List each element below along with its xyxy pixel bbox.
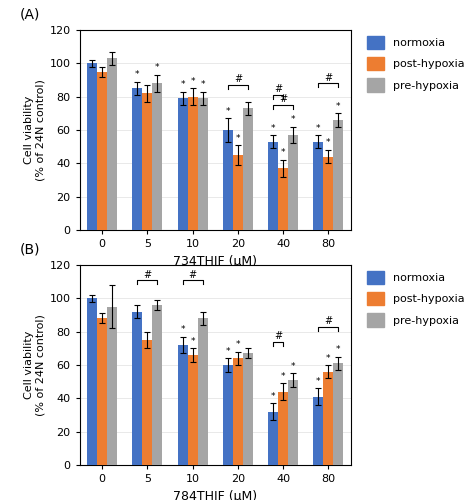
Bar bbox=[107, 306, 117, 465]
Text: #: # bbox=[274, 331, 282, 341]
Legend: normoxia, post-hypoxia, pre-hypoxia: normoxia, post-hypoxia, pre-hypoxia bbox=[367, 36, 465, 92]
Text: *: * bbox=[291, 362, 295, 371]
Text: *: * bbox=[190, 337, 195, 346]
Bar bbox=[268, 412, 278, 465]
Bar bbox=[278, 392, 288, 465]
Bar bbox=[153, 84, 162, 230]
Text: *: * bbox=[336, 345, 341, 354]
Text: #: # bbox=[234, 74, 242, 85]
Text: *: * bbox=[236, 134, 240, 142]
Bar bbox=[188, 355, 197, 465]
Bar bbox=[243, 354, 253, 465]
Bar bbox=[288, 380, 298, 465]
Bar bbox=[223, 365, 233, 465]
Bar bbox=[132, 312, 142, 465]
Text: *: * bbox=[155, 64, 160, 72]
Text: *: * bbox=[226, 347, 230, 356]
Y-axis label: Cell viability
(% of 24N control): Cell viability (% of 24N control) bbox=[24, 79, 45, 181]
Bar bbox=[233, 155, 243, 230]
Bar bbox=[197, 318, 208, 465]
Bar bbox=[132, 88, 142, 230]
Text: *: * bbox=[181, 325, 185, 334]
Bar bbox=[178, 345, 188, 465]
Bar bbox=[142, 94, 153, 230]
Bar bbox=[87, 298, 97, 465]
Bar bbox=[323, 372, 333, 465]
Bar bbox=[243, 108, 253, 230]
Text: *: * bbox=[226, 107, 230, 116]
Text: #: # bbox=[279, 94, 287, 104]
Text: #: # bbox=[143, 270, 152, 280]
Bar bbox=[142, 340, 153, 465]
Bar bbox=[197, 98, 208, 230]
Text: *: * bbox=[236, 340, 240, 349]
Text: #: # bbox=[189, 270, 197, 280]
Text: *: * bbox=[316, 377, 321, 386]
Bar bbox=[233, 358, 243, 465]
Text: *: * bbox=[281, 148, 285, 158]
Text: #: # bbox=[274, 84, 282, 94]
Bar bbox=[178, 98, 188, 230]
Text: (B): (B) bbox=[20, 243, 40, 257]
Bar bbox=[188, 96, 197, 230]
Text: *: * bbox=[281, 372, 285, 381]
Bar bbox=[223, 130, 233, 230]
Text: *: * bbox=[271, 124, 276, 132]
Text: #: # bbox=[324, 316, 332, 326]
Bar bbox=[323, 156, 333, 230]
Text: (A): (A) bbox=[20, 8, 40, 22]
Text: *: * bbox=[190, 77, 195, 86]
Bar bbox=[87, 64, 97, 230]
Text: *: * bbox=[326, 354, 330, 362]
Text: *: * bbox=[271, 392, 276, 401]
Text: *: * bbox=[200, 80, 205, 89]
Bar bbox=[153, 305, 162, 465]
X-axis label: 784THIF (μM): 784THIF (μM) bbox=[173, 490, 257, 500]
Bar bbox=[333, 120, 344, 230]
Text: *: * bbox=[336, 102, 341, 111]
Bar bbox=[97, 72, 107, 230]
Legend: normoxia, post-hypoxia, pre-hypoxia: normoxia, post-hypoxia, pre-hypoxia bbox=[367, 270, 465, 327]
Bar bbox=[97, 318, 107, 465]
Y-axis label: Cell viability
(% of 24N control): Cell viability (% of 24N control) bbox=[24, 314, 45, 416]
Bar bbox=[278, 168, 288, 230]
Text: #: # bbox=[324, 73, 332, 83]
Text: *: * bbox=[316, 124, 321, 132]
Bar bbox=[333, 364, 344, 465]
Text: *: * bbox=[181, 80, 185, 89]
Text: *: * bbox=[326, 138, 330, 147]
Bar bbox=[268, 142, 278, 230]
Bar bbox=[314, 142, 323, 230]
Bar bbox=[288, 135, 298, 230]
Bar bbox=[314, 396, 323, 465]
Text: *: * bbox=[291, 115, 295, 124]
Bar bbox=[107, 58, 117, 230]
Text: *: * bbox=[135, 70, 140, 79]
X-axis label: 734THIF (μM): 734THIF (μM) bbox=[173, 254, 257, 268]
